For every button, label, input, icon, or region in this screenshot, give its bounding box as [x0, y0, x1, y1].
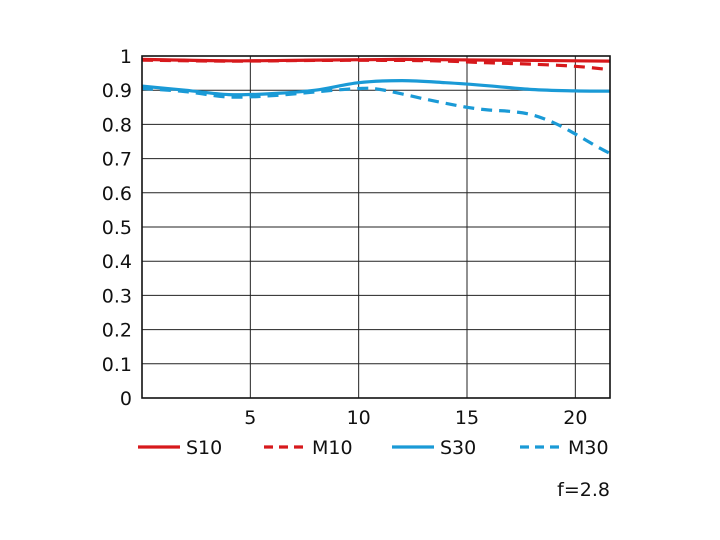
x-tick-label: 15 — [455, 407, 479, 429]
x-tick-label: 10 — [347, 407, 371, 429]
series-line-m10 — [141, 58, 611, 72]
chart-grid — [142, 55, 610, 399]
y-tick-label: 0.3 — [102, 285, 132, 307]
series-line-m30 — [141, 86, 611, 155]
y-tick-label: 0.1 — [102, 354, 132, 376]
y-tick-label: 0.7 — [102, 149, 132, 171]
legend-label-s30: S30 — [440, 437, 476, 459]
series-line-s10 — [141, 57, 611, 63]
series-line-s30 — [141, 78, 611, 97]
y-tick-label: 0.6 — [102, 183, 132, 205]
y-tick-label: 0.9 — [102, 80, 132, 102]
legend-label-m30: M30 — [568, 437, 609, 459]
x-tick-label: 20 — [563, 407, 587, 429]
y-tick-label: 0.2 — [102, 320, 132, 342]
legend-label-m10: M10 — [312, 437, 353, 459]
y-tick-label: 0.4 — [102, 251, 132, 273]
x-tick-label: 5 — [244, 407, 256, 429]
y-tick-label: 1 — [120, 46, 132, 68]
chart-legend: S10 M10 S30 M30 — [138, 437, 609, 459]
aperture-annotation: f=2.8 — [557, 479, 610, 501]
plot-frame — [141, 55, 611, 399]
y-tick-label: 0.5 — [102, 217, 132, 239]
chart-series — [141, 57, 611, 155]
y-tick-label: 0 — [120, 388, 132, 410]
legend-label-s10: S10 — [186, 437, 222, 459]
y-tick-label: 0.8 — [102, 114, 132, 136]
tick-labels: 00.10.20.30.40.50.60.70.80.915 10 15 20 — [102, 46, 588, 429]
